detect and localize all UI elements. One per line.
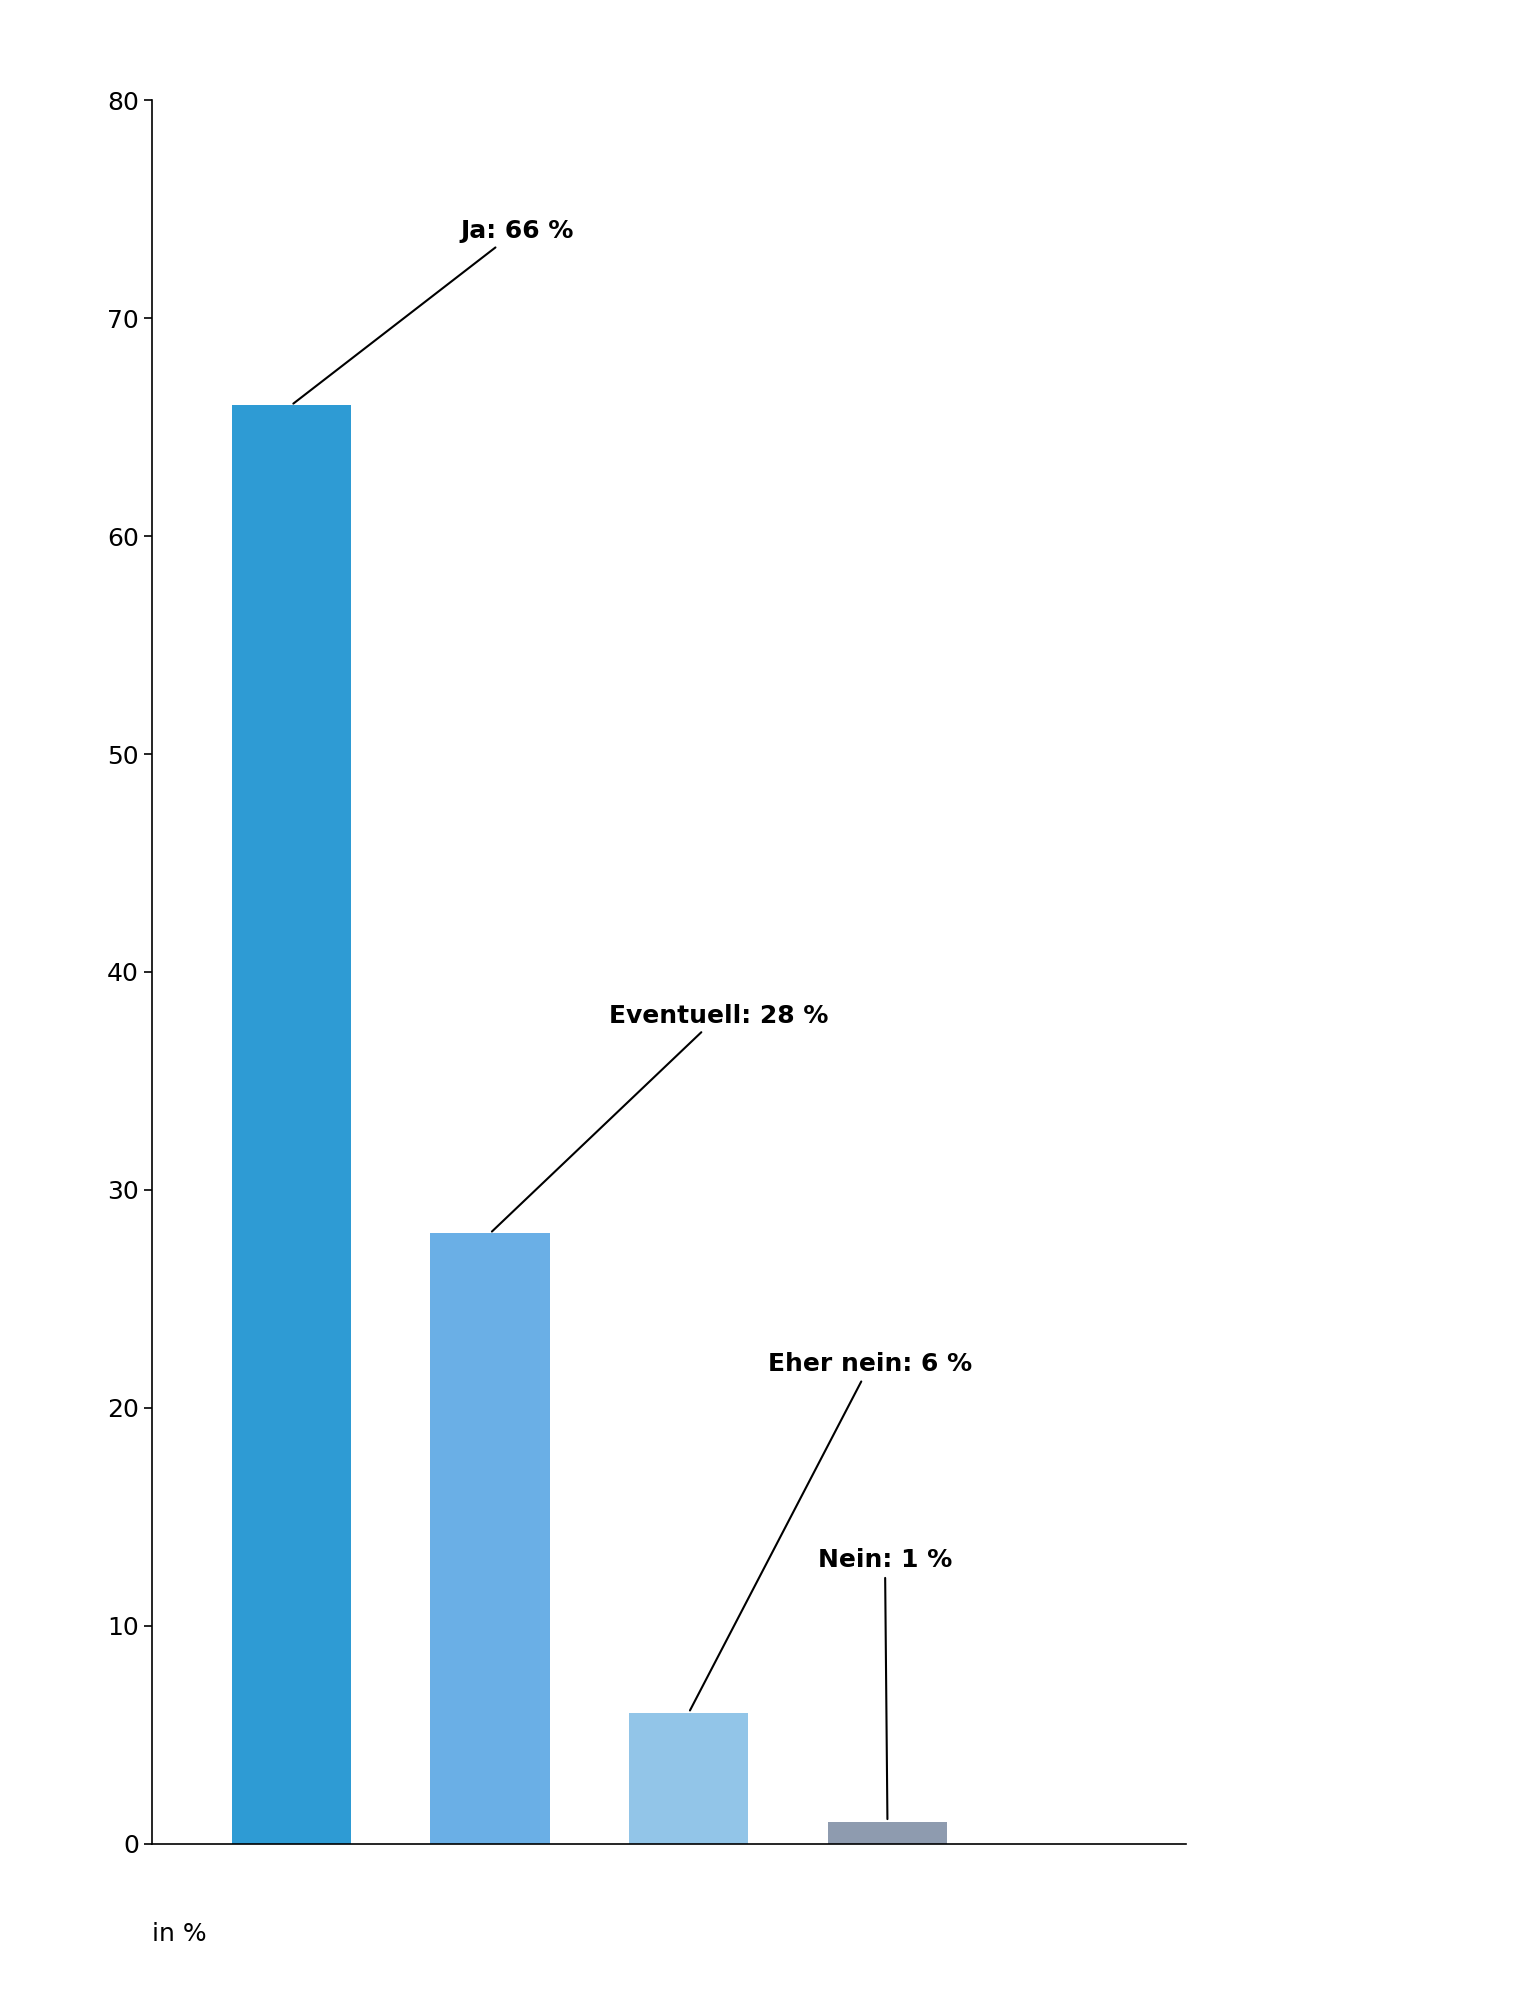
Text: Eher nein: 6 %: Eher nein: 6 % [690, 1353, 973, 1711]
Text: Nein: 1 %: Nein: 1 % [818, 1549, 952, 1820]
Bar [629, 1713, 748, 1844]
Text: Ja: 66 %: Ja: 66 % [293, 218, 573, 403]
Bar [828, 1822, 947, 1844]
Text: in %: in % [152, 1922, 207, 1946]
Bar [231, 405, 351, 1844]
Text: Eventuell: 28 %: Eventuell: 28 % [492, 1004, 828, 1232]
Bar [430, 1234, 550, 1844]
